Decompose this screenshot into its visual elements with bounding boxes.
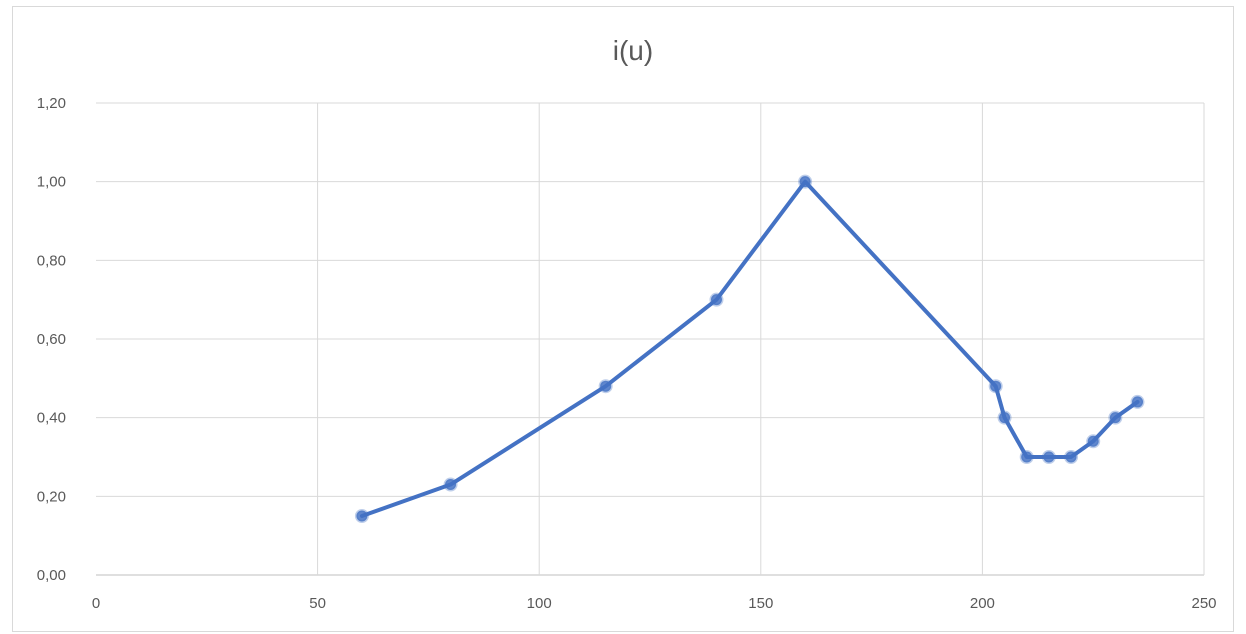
series-layer <box>354 174 1145 523</box>
chart-title: i(u) <box>613 35 653 66</box>
data-point <box>1019 450 1034 464</box>
y-tick-label: 0,20 <box>37 488 66 505</box>
data-point <box>988 379 1003 394</box>
data-point <box>1041 450 1056 464</box>
data-point <box>997 410 1012 425</box>
x-tick-label: 50 <box>309 595 326 612</box>
y-tick-label: 1,00 <box>37 174 66 191</box>
y-tick-label: 1,20 <box>37 95 66 112</box>
data-point <box>1130 394 1145 409</box>
x-axis-tick-labels: 0 50 100 150 200 250 <box>92 595 1217 612</box>
x-tick-label: 150 <box>748 595 773 612</box>
data-point <box>354 509 369 523</box>
x-tick-label: 100 <box>527 595 552 612</box>
y-tick-label: 0,40 <box>37 410 66 427</box>
y-tick-label: 0,80 <box>37 252 66 269</box>
data-point <box>1064 450 1079 464</box>
data-point <box>1086 434 1101 449</box>
chart-frame <box>12 6 1234 632</box>
data-point <box>798 174 813 189</box>
series-line <box>359 179 1140 518</box>
data-point <box>598 379 613 394</box>
y-tick-label: 0,60 <box>37 331 66 348</box>
x-gridlines <box>317 103 1205 575</box>
data-point <box>709 292 724 307</box>
y-gridlines <box>96 102 1204 576</box>
data-point <box>443 477 458 492</box>
data-point <box>1108 410 1123 425</box>
x-tick-label: 250 <box>1191 595 1216 612</box>
y-axis-tick-labels: 0,00 0,20 0,40 0,60 0,80 1,00 1,20 <box>37 95 66 584</box>
x-tick-label: 0 <box>92 595 100 612</box>
x-tick-label: 200 <box>970 595 995 612</box>
y-tick-label: 0,00 <box>37 567 66 584</box>
